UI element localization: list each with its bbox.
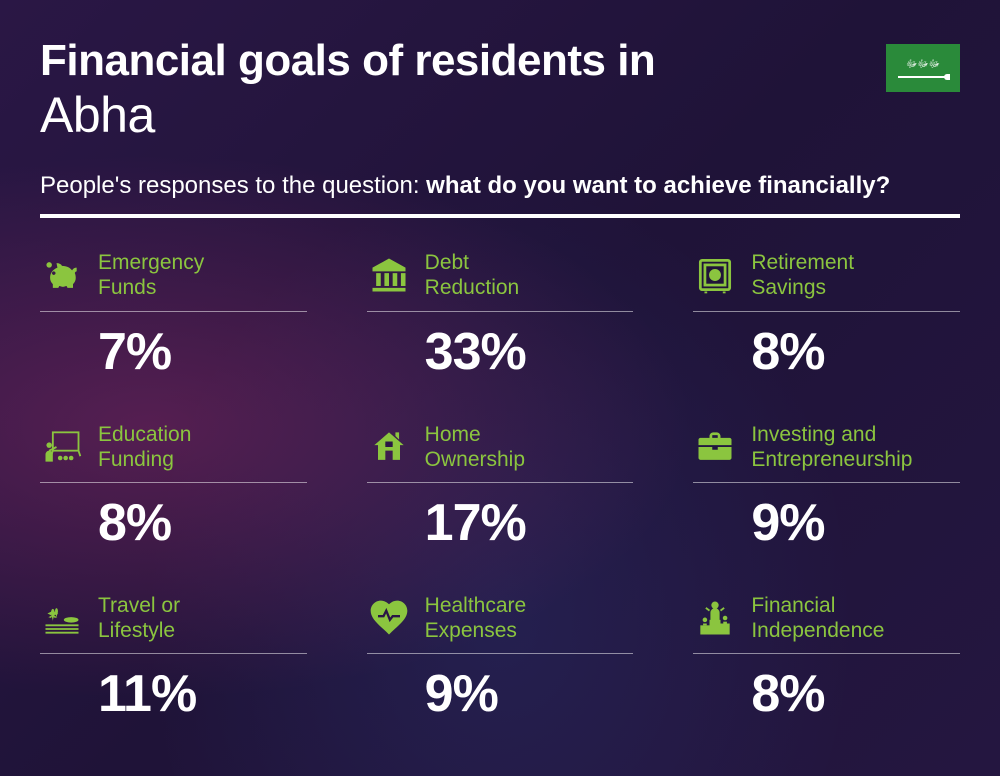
title-line1: Financial goals of residents in <box>40 38 960 84</box>
goal-label: DebtReduction <box>425 250 520 300</box>
goal-label: RetirementSavings <box>751 250 854 300</box>
goal-value: 33% <box>425 322 634 382</box>
goal-value: 8% <box>98 493 307 553</box>
goal-value: 11% <box>98 664 307 724</box>
goal-card: HomeOwnership 17% <box>367 422 634 553</box>
subtitle-prefix: People's responses to the question: <box>40 172 426 199</box>
divider <box>40 214 960 218</box>
piggy-bank-icon <box>40 253 84 297</box>
goal-card: Travel orLifestyle 11% <box>40 593 307 724</box>
travel-icon <box>40 596 84 640</box>
goal-value: 7% <box>98 322 307 382</box>
goal-card: HealthcareExpenses 9% <box>367 593 634 724</box>
goal-label: EducationFunding <box>98 422 191 472</box>
goal-value: 9% <box>425 664 634 724</box>
goal-label: HomeOwnership <box>425 422 525 472</box>
goal-label: EmergencyFunds <box>98 250 204 300</box>
briefcase-icon <box>693 425 737 469</box>
goal-value: 8% <box>751 664 960 724</box>
header: Financial goals of residents in Abha ﷻﷻﷻ… <box>40 38 960 218</box>
healthcare-icon <box>367 596 411 640</box>
goal-card: DebtReduction 33% <box>367 250 634 381</box>
goals-grid: EmergencyFunds 7% DebtReduction 33% Reti… <box>40 250 960 724</box>
goal-card: EmergencyFunds 7% <box>40 250 307 381</box>
bank-icon <box>367 253 411 297</box>
goal-card: RetirementSavings 8% <box>693 250 960 381</box>
title-line2: Abha <box>40 86 960 144</box>
education-icon <box>40 425 84 469</box>
goal-value: 9% <box>751 493 960 553</box>
goal-value: 17% <box>425 493 634 553</box>
subtitle-bold: what do you want to achieve financially? <box>426 172 890 199</box>
goal-label: Investing andEntrepreneurship <box>751 422 912 472</box>
goal-card: EducationFunding 8% <box>40 422 307 553</box>
goal-card: Investing andEntrepreneurship 9% <box>693 422 960 553</box>
goal-value: 8% <box>751 322 960 382</box>
flag-saudi-arabia: ﷻﷻﷻ <box>886 44 960 92</box>
safe-icon <box>693 253 737 297</box>
home-icon <box>367 425 411 469</box>
goal-label: Travel orLifestyle <box>98 593 180 643</box>
independence-icon <box>693 596 737 640</box>
goal-label: HealthcareExpenses <box>425 593 527 643</box>
subtitle: People's responses to the question: what… <box>40 172 960 200</box>
goal-label: FinancialIndependence <box>751 593 884 643</box>
goal-card: FinancialIndependence 8% <box>693 593 960 724</box>
